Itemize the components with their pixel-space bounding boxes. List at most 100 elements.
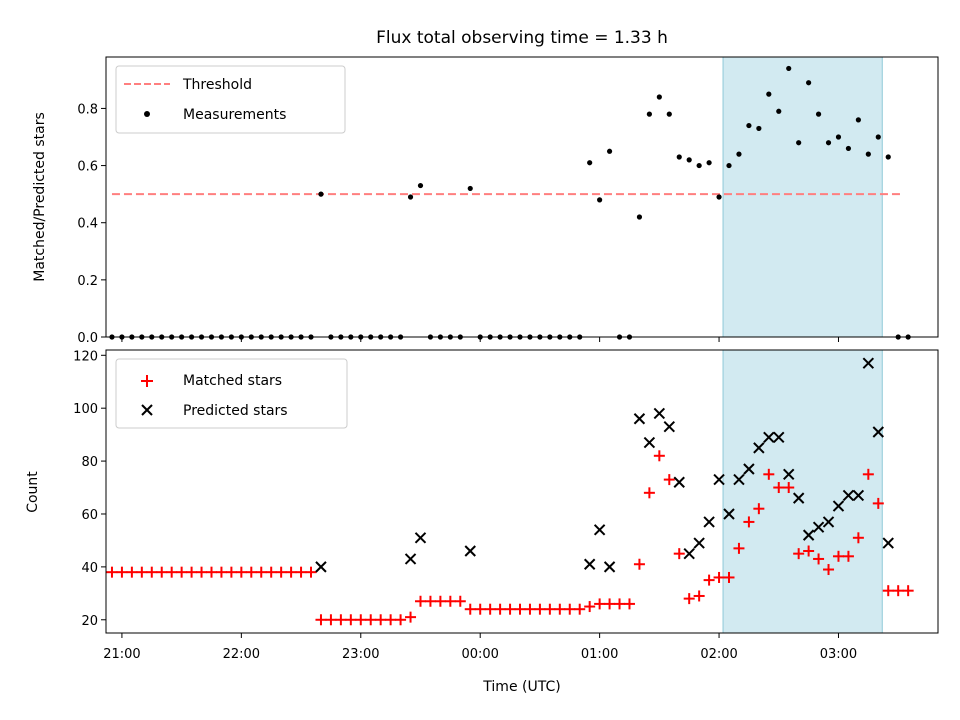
predicted-point-31	[872, 426, 884, 438]
matched-point-65	[753, 503, 765, 515]
matched-point-73	[832, 550, 844, 562]
predicted-point-0	[315, 561, 327, 573]
matched-point-14	[245, 566, 257, 578]
predicted-point-30	[862, 357, 875, 369]
measurement-point-67	[776, 108, 782, 114]
bottom-x-tick-label-2: 23:00	[342, 647, 379, 662]
predicted-point-6	[603, 561, 616, 573]
measurement-point-54	[646, 111, 652, 117]
matched-point-69	[793, 548, 805, 560]
bottom-y-tick-label-3: 80	[81, 455, 98, 470]
predicted-point-b	[593, 524, 606, 536]
matched-point-57	[673, 548, 685, 560]
measurement-point-57	[676, 154, 682, 160]
top-x-ticks	[121, 337, 839, 342]
bottom-y-tick-label-2: 60	[81, 508, 98, 523]
matched-point-8	[186, 566, 198, 578]
measurement-point-64	[746, 122, 752, 129]
predicted-point-b	[713, 473, 725, 486]
measurements-legend-label: Measurements	[183, 107, 286, 123]
top-y-tick-label-2: 0.4	[77, 217, 98, 232]
matched-point-28	[385, 614, 397, 626]
matched-point-7	[176, 566, 188, 578]
measurement-point-70	[806, 80, 812, 86]
measurement-point-58	[686, 157, 692, 163]
measurement-point-31	[417, 182, 424, 189]
predicted-point-1	[404, 553, 417, 565]
top-y-tick-label-1: 0.2	[77, 274, 98, 289]
bottom-y-tick-label-5: 120	[73, 349, 98, 364]
top-plot-frame	[105, 56, 939, 338]
predicted-point-23	[792, 492, 805, 504]
matched-point-48	[584, 601, 596, 613]
matched-point-23	[335, 614, 347, 626]
matched-point-10	[205, 566, 217, 578]
top-y-axis-label: Matched/Predicted stars	[32, 112, 48, 282]
measurement-point-68	[786, 65, 792, 72]
bottom-x-tick-label-0: 21:00	[103, 647, 140, 662]
bottom-x-axis: 21:00 22:00 23:00 00:00 01:00 02:00 03:00	[103, 633, 857, 662]
measurement-point-61	[716, 194, 722, 200]
predicted-point-14	[703, 516, 715, 528]
matched-point-45	[554, 603, 566, 615]
predicted-point-b	[872, 426, 884, 438]
measurement-point-74	[845, 145, 852, 152]
bottom-legend-box	[115, 358, 348, 429]
matched-legend-label: Matched stars	[183, 373, 282, 389]
matched-point-58	[683, 593, 695, 605]
measurement-point-71	[815, 111, 822, 117]
matched-point-26	[365, 614, 377, 626]
threshold-legend-label: Threshold	[182, 77, 252, 93]
matched-point-79	[892, 585, 904, 597]
matched-point-33	[434, 595, 446, 607]
predicted-point-b	[773, 431, 785, 443]
predicted-point-b	[822, 516, 835, 528]
predicted-point-16	[723, 508, 735, 520]
matched-point-55	[653, 450, 665, 462]
measurement-point-73	[835, 134, 842, 140]
measurement-point-36	[467, 185, 473, 192]
predicted-point-21	[773, 431, 785, 443]
measurement-point-65	[756, 125, 762, 132]
predicted-legend-swatch	[141, 404, 153, 416]
matched-point-54	[643, 487, 655, 499]
matched-point-63	[733, 542, 745, 554]
predicted-point-b	[842, 489, 855, 502]
predicted-point-18	[743, 463, 755, 475]
predicted-point-13	[693, 537, 705, 549]
predicted-legend-label: Predicted stars	[183, 403, 288, 419]
predicted-point-b	[653, 407, 666, 420]
matched-point-68	[783, 482, 795, 494]
predicted-point-b	[583, 558, 596, 570]
predicted-point-b	[753, 442, 765, 454]
predicted-point-b	[683, 547, 695, 560]
predicted-point-17	[733, 473, 745, 486]
bottom-points-group	[106, 357, 914, 626]
matched-point-59	[693, 590, 705, 602]
matched-point-22	[325, 614, 337, 626]
measurement-point-60	[706, 160, 712, 166]
bottom-legend: Matched stars Predicted stars	[115, 358, 348, 429]
matched-point-74	[842, 550, 854, 562]
matched-point-4	[146, 566, 158, 578]
predicted-point-b	[743, 463, 755, 475]
matched-point-30	[405, 611, 417, 623]
matched-point-51	[614, 598, 626, 610]
predicted-point-b	[414, 532, 427, 544]
matched-point-9	[196, 566, 208, 578]
predicted-point-b	[315, 561, 327, 573]
predicted-point-25	[812, 521, 825, 533]
measurement-point-21	[318, 191, 324, 197]
matched-point-70	[803, 545, 815, 557]
measurement-point-77	[875, 134, 881, 140]
matched-point-75	[852, 532, 864, 544]
bottom-y-axis-label: Count	[25, 471, 41, 513]
matched-point-52	[623, 598, 635, 610]
matched-point-39	[494, 603, 506, 615]
matched-point-6	[166, 566, 178, 578]
matched-point-32	[424, 595, 436, 607]
bottom-y-tick-label-1: 40	[81, 561, 98, 576]
predicted-point-b	[862, 357, 875, 369]
predicted-point-b	[763, 431, 775, 443]
